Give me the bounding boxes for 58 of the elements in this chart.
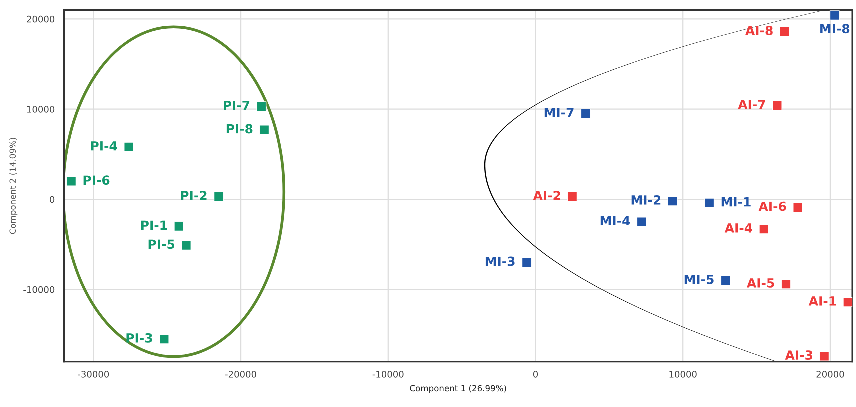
annotation: AI-3	[785, 350, 812, 360]
x-axis-title: Component 1 (26.99%)	[410, 385, 506, 394]
annotation: PI-3	[126, 333, 152, 343]
x-tick-label: 20000	[816, 371, 844, 378]
annotation: PI-2	[181, 190, 207, 200]
point	[580, 108, 591, 119]
point	[636, 217, 647, 228]
point	[182, 240, 192, 251]
x-tick-label: 10000	[670, 371, 697, 378]
point	[522, 258, 532, 268]
annotation: PI-5	[148, 240, 175, 250]
y-tick-label: 0	[50, 196, 55, 204]
point	[174, 222, 184, 232]
point	[843, 297, 853, 308]
annotation: AI-4	[724, 224, 752, 233]
y-tick-label: 20000	[27, 16, 55, 23]
point	[668, 196, 678, 206]
annotation: AI-6	[758, 202, 786, 212]
point	[793, 202, 804, 213]
point	[820, 351, 830, 362]
annotation: AI-8	[746, 26, 773, 36]
annotation: AI-1	[808, 296, 836, 306]
point	[830, 10, 840, 21]
point	[260, 125, 270, 136]
annotation: PI-6	[84, 176, 110, 186]
annotation: PI-8	[226, 124, 253, 134]
point	[159, 334, 170, 344]
annotation: PI-7	[224, 100, 250, 110]
point	[704, 198, 715, 208]
annotation: PI-4	[91, 142, 118, 151]
annotation: MI-2	[632, 196, 661, 205]
annotation: MI-8	[820, 24, 850, 34]
point	[214, 192, 224, 202]
point	[780, 26, 790, 37]
x-tick-label: -30000	[78, 371, 110, 378]
point	[66, 176, 77, 186]
point	[772, 100, 782, 111]
point	[720, 276, 731, 286]
x-tick-label: -10000	[372, 371, 404, 378]
point	[124, 142, 134, 152]
y-tick-label: -10000	[24, 286, 55, 294]
y-tick-label: 10000	[27, 106, 55, 113]
annotation: AI-7	[738, 100, 766, 110]
x-tick-label: -20000	[225, 371, 256, 378]
annotation: MI-1	[722, 197, 751, 207]
annotation: MI-3	[486, 256, 515, 266]
annotation: MI-5	[684, 275, 714, 284]
annotation: MI-7	[544, 108, 574, 118]
annotation: PI-1	[141, 220, 168, 230]
annotation: AI-5	[747, 278, 774, 288]
x-tick-label: 0	[533, 371, 538, 378]
annotation: AI-2	[533, 190, 560, 200]
y-axis-title: Component 2 (14.09%)	[10, 138, 18, 234]
point	[781, 279, 792, 290]
point	[759, 224, 770, 234]
point	[568, 192, 578, 202]
annotation: MI-4	[600, 216, 630, 226]
point	[256, 102, 267, 112]
